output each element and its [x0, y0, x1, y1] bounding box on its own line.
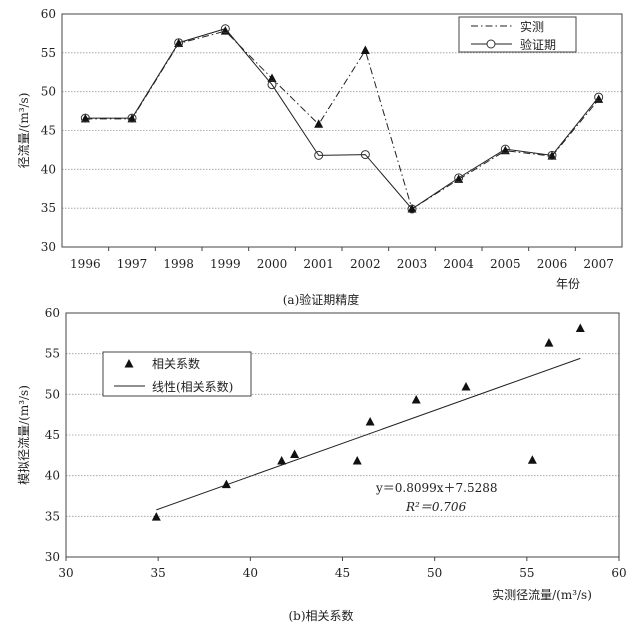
x-tick-label: 1999: [210, 257, 241, 271]
legend: [458, 16, 577, 53]
x-tick-label: 50: [427, 566, 442, 580]
y-axis-label: 径流量/(m³/s): [17, 93, 31, 169]
scatter-point: [575, 323, 585, 332]
legend-label-measured: 实测: [520, 19, 544, 34]
scatter-point: [151, 512, 161, 521]
point-validation: [360, 150, 370, 160]
x-tick-label: 2006: [537, 257, 568, 271]
point-measured: [454, 174, 464, 183]
x-tick-label: 2004: [443, 257, 474, 271]
point-validation: [267, 80, 277, 90]
y-tick-label: 35: [41, 201, 56, 215]
x-tick-label: 60: [611, 566, 626, 580]
chart-caption: (a)验证期精度: [283, 292, 360, 307]
scatter-point: [527, 455, 537, 464]
point-validation: [407, 204, 417, 214]
chart-caption: (b)相关系数: [288, 608, 353, 623]
point-validation: [220, 24, 230, 34]
y-tick-label: 50: [45, 387, 60, 401]
scatter-point: [461, 382, 471, 391]
point-validation: [80, 113, 90, 123]
x-axis-label: 年份: [556, 277, 580, 291]
legend-label-points: 相关系数: [152, 356, 200, 371]
legend-label-trend: 线性(相关系数): [152, 379, 233, 394]
y-tick-label: 40: [45, 469, 60, 483]
point-measured: [127, 113, 137, 123]
y-tick-label: 60: [45, 306, 60, 320]
y-tick-label: 55: [41, 46, 56, 60]
y-tick-label: 45: [45, 428, 60, 442]
x-tick-label: 2007: [583, 257, 614, 271]
legend: [102, 351, 252, 397]
point-measured: [360, 45, 370, 55]
x-tick-label: 45: [335, 566, 350, 580]
x-tick-label: 55: [519, 566, 534, 580]
x-tick-label: 2005: [490, 257, 521, 271]
point-validation: [594, 92, 604, 102]
y-tick-label: 35: [45, 509, 60, 523]
r2-label: R²＝0.706: [405, 500, 467, 514]
x-tick-label: 2000: [257, 257, 288, 271]
x-tick-label: 2003: [397, 257, 428, 271]
point-measured: [80, 113, 90, 123]
scatter-point: [290, 449, 300, 459]
point-measured: [407, 203, 417, 213]
y-axis-label: 模拟径流量/(m³/s): [17, 385, 31, 485]
x-axis-label: 实测径流量/(m³/s): [492, 587, 592, 602]
point-validation: [314, 150, 324, 160]
point-validation: [174, 38, 184, 48]
equation-label: y＝0.8099x＋7.5288: [375, 481, 498, 495]
legend-marker-points: [124, 359, 134, 368]
scatter-point: [411, 395, 421, 404]
point-validation: [547, 150, 557, 160]
y-tick-label: 30: [41, 240, 56, 254]
x-tick-label: 35: [151, 566, 166, 580]
x-tick-label: 2001: [303, 257, 334, 271]
y-tick-label: 45: [41, 124, 56, 138]
point-measured: [547, 151, 557, 160]
point-validation: [127, 113, 137, 123]
x-tick-label: 1997: [117, 257, 148, 271]
point-measured: [500, 145, 510, 155]
point-validation: [454, 173, 464, 183]
point-measured: [314, 119, 324, 128]
x-tick-label: 40: [243, 566, 258, 580]
legend-marker-validation: [486, 39, 496, 49]
x-tick-label: 30: [58, 566, 73, 580]
scatter-point: [365, 416, 375, 426]
point-validation: [500, 144, 510, 154]
x-tick-label: 2002: [350, 257, 381, 271]
scatter-point: [544, 338, 554, 347]
scatter-point: [352, 456, 362, 465]
y-tick-label: 55: [45, 347, 60, 361]
point-measured: [174, 38, 184, 48]
series-line-measured: [85, 30, 600, 210]
x-tick-label: 1996: [70, 257, 101, 271]
y-tick-label: 30: [45, 550, 60, 564]
x-tick-label: 1998: [163, 257, 194, 271]
scatter-point: [277, 456, 287, 465]
y-tick-label: 60: [41, 7, 56, 21]
y-tick-label: 40: [41, 162, 56, 176]
series-line-validation: [85, 28, 600, 210]
point-measured: [267, 73, 277, 82]
y-tick-label: 50: [41, 85, 56, 99]
legend-label-validation: 验证期: [520, 37, 556, 52]
scatter-point: [221, 479, 231, 489]
